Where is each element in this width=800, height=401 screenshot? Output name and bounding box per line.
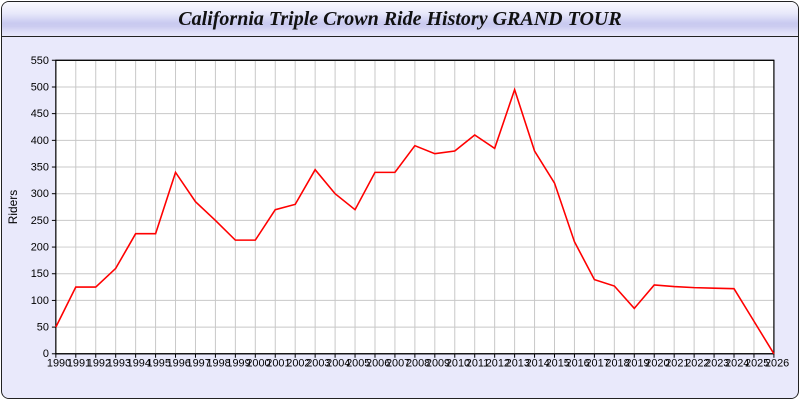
- svg-text:50: 50: [37, 322, 49, 334]
- svg-text:350: 350: [31, 161, 49, 173]
- svg-text:2026: 2026: [765, 358, 789, 370]
- svg-text:400: 400: [31, 135, 49, 147]
- svg-text:500: 500: [31, 81, 49, 93]
- svg-text:450: 450: [31, 108, 49, 120]
- svg-text:200: 200: [31, 242, 49, 254]
- svg-text:100: 100: [31, 295, 49, 307]
- svg-text:300: 300: [31, 188, 49, 200]
- svg-text:Riders: Riders: [6, 190, 20, 224]
- svg-text:550: 550: [31, 55, 49, 67]
- svg-text:150: 150: [31, 268, 49, 280]
- svg-text:250: 250: [31, 215, 49, 227]
